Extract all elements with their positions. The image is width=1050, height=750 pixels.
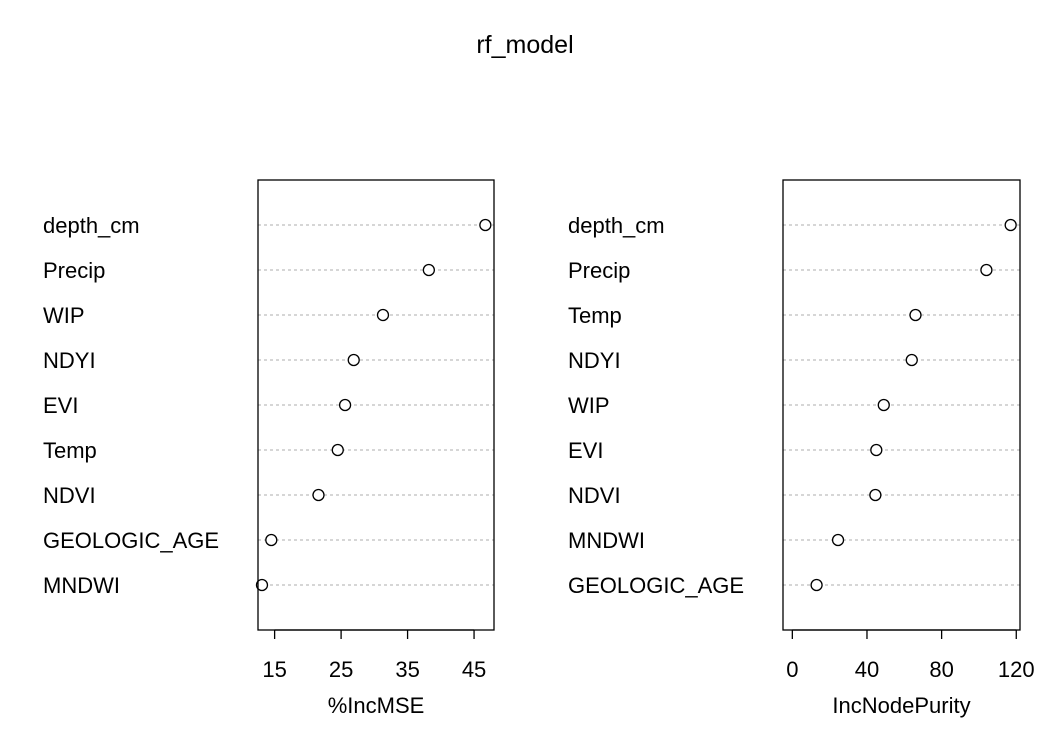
category-label: MNDWI <box>568 528 645 553</box>
category-label: Precip <box>568 258 630 283</box>
x-tick-label: 0 <box>786 657 798 682</box>
category-label: Temp <box>568 303 622 328</box>
category-label: NDVI <box>43 483 96 508</box>
category-label: Precip <box>43 258 105 283</box>
category-label: GEOLOGIC_AGE <box>43 528 219 553</box>
data-point <box>980 263 993 277</box>
data-point <box>905 353 918 367</box>
x-tick-label: 120 <box>998 657 1035 682</box>
x-tick-label: 25 <box>329 657 353 682</box>
category-label: depth_cm <box>43 213 140 238</box>
x-tick-label: 80 <box>929 657 953 682</box>
category-label: EVI <box>568 438 603 463</box>
chart-title: rf_model <box>476 31 573 59</box>
category-label: WIP <box>568 393 610 418</box>
category-label: NDYI <box>43 348 96 373</box>
data-point <box>312 488 325 502</box>
panel-incnodepurity: depth_cm Precip Temp NDYI WIP EVI NDVI MNDWI GEO… <box>568 179 1035 718</box>
data-point <box>909 308 922 322</box>
plot-frame <box>782 179 1021 631</box>
data-point <box>422 263 436 277</box>
data-point <box>331 443 344 457</box>
category-label: EVI <box>43 393 78 418</box>
data-point <box>831 533 845 547</box>
category-label: Temp <box>43 438 97 463</box>
category-label: MNDWI <box>43 573 120 598</box>
category-label: GEOLOGIC_AGE <box>568 573 744 598</box>
category-label: NDYI <box>568 348 621 373</box>
x-axis-label: %IncMSE <box>328 693 425 718</box>
data-point <box>255 578 269 592</box>
data-point <box>265 533 278 547</box>
data-point <box>1004 218 1017 232</box>
category-label: NDVI <box>568 483 621 508</box>
data-point <box>869 488 882 502</box>
data-point <box>479 218 492 232</box>
category-label: WIP <box>43 303 85 328</box>
data-point <box>870 443 883 457</box>
x-tick-label: 15 <box>262 657 286 682</box>
panel-incmse: depth_cm Precip WIP NDYI EVI Temp NDVI GEOLOGIC… <box>43 179 495 718</box>
data-point <box>338 398 352 412</box>
data-point <box>347 353 360 367</box>
x-tick-label: 45 <box>462 657 486 682</box>
category-label: depth_cm <box>568 213 665 238</box>
data-point <box>376 308 390 322</box>
x-tick-label: 35 <box>395 657 419 682</box>
x-tick-label: 40 <box>855 657 879 682</box>
x-axis-label: IncNodePurity <box>832 693 970 718</box>
data-point <box>877 398 890 412</box>
data-point <box>810 578 823 592</box>
